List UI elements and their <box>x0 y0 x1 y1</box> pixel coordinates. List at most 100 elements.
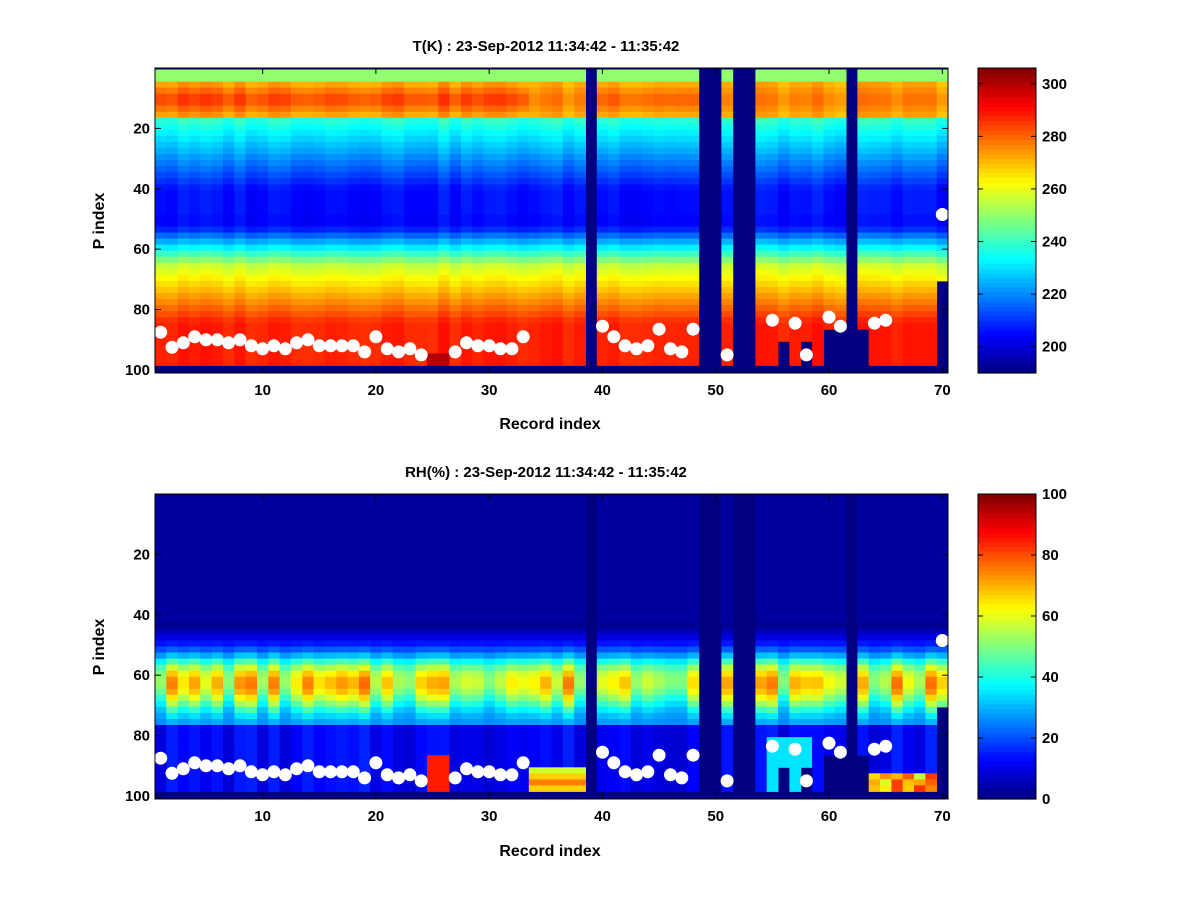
heatmap-cell <box>540 256 552 264</box>
heatmap-cell <box>902 129 915 137</box>
heatmap-cell <box>925 208 938 215</box>
heatmap-cell <box>687 99 700 107</box>
heatmap-cell <box>800 148 813 155</box>
heatmap-cell <box>540 543 552 551</box>
heatmap-cell <box>528 250 541 258</box>
heatmap-cell <box>812 323 824 330</box>
heatmap-cell <box>562 178 575 185</box>
heatmap-cell <box>506 779 518 786</box>
heatmap-cell <box>404 592 416 599</box>
heatmap-cell <box>336 202 349 209</box>
heatmap-cell <box>472 69 484 76</box>
heatmap-cell <box>234 69 247 76</box>
heatmap-cell <box>290 359 303 366</box>
heatmap-cell <box>608 220 620 227</box>
heatmap-cell <box>189 568 201 575</box>
heatmap-cell <box>415 610 428 617</box>
heatmap-cell <box>528 353 541 360</box>
heatmap-cell <box>562 268 575 276</box>
heatmap-cell <box>766 105 779 113</box>
heatmap-cell <box>404 622 416 629</box>
heatmap-cell <box>517 347 530 354</box>
heatmap-cell <box>438 731 450 738</box>
heatmap-cell <box>257 305 269 312</box>
heatmap-cell <box>268 190 281 197</box>
heatmap-cell <box>834 226 847 233</box>
heatmap-cell <box>313 555 326 563</box>
heatmap-cell <box>483 580 496 587</box>
heatmap-cell <box>902 341 915 348</box>
heatmap-cell <box>245 592 258 599</box>
heatmap-cell <box>540 311 552 318</box>
heatmap-cell <box>528 628 541 635</box>
heatmap-cell <box>562 129 575 137</box>
heatmap-cell <box>891 154 904 161</box>
heatmap-cell <box>279 574 292 581</box>
heatmap-cell <box>302 628 315 635</box>
heatmap-cell <box>155 262 167 270</box>
heatmap-cell <box>404 244 416 252</box>
heatmap-cell <box>245 250 258 258</box>
heatmap-cell <box>902 262 915 270</box>
heatmap-cell <box>268 664 281 672</box>
heatmap-cell <box>687 129 700 137</box>
heatmap-cell <box>494 81 507 89</box>
heatmap-cell <box>211 154 224 161</box>
heatmap-cell <box>166 495 179 502</box>
heatmap-cell <box>415 725 428 732</box>
heatmap-cell <box>358 172 371 179</box>
heatmap-cell <box>517 767 530 774</box>
heatmap-cell <box>494 694 507 702</box>
heatmap-cell <box>370 610 382 617</box>
heatmap-cell <box>200 676 213 684</box>
heatmap-cell <box>540 178 552 185</box>
heatmap-cell <box>857 268 870 276</box>
heatmap-cell <box>449 202 462 209</box>
heatmap-cell <box>608 232 620 240</box>
heatmap-cell <box>789 99 802 107</box>
heatmap-cell <box>347 706 360 714</box>
heatmap-cell <box>313 184 326 191</box>
heatmap-cell <box>324 178 337 185</box>
heatmap-cell <box>460 93 473 101</box>
heatmap-cell <box>778 299 790 306</box>
heatmap-cell <box>506 293 518 300</box>
heatmap-cell <box>812 135 824 143</box>
heatmap-cell <box>914 299 926 306</box>
heatmap-cell <box>155 353 167 360</box>
heatmap-cell <box>200 531 213 539</box>
heatmap-cell <box>347 335 360 342</box>
heatmap-cell <box>494 226 507 233</box>
heatmap-cell <box>449 238 462 246</box>
heatmap-cell <box>472 646 484 653</box>
heatmap-cell <box>494 220 507 227</box>
heatmap-cell <box>177 495 190 502</box>
heatmap-cell <box>268 117 281 125</box>
heatmap-cell <box>370 111 382 119</box>
colorbar-swatch <box>978 339 1036 346</box>
heatmap-cell <box>766 69 779 76</box>
heatmap-cell <box>211 616 224 623</box>
heatmap-cell <box>313 208 326 215</box>
heatmap-cell <box>245 779 258 786</box>
heatmap-cell <box>370 202 382 209</box>
heatmap-cell <box>800 238 813 246</box>
heatmap-cell <box>336 616 349 623</box>
heatmap-cell <box>257 196 269 203</box>
heatmap-cell <box>755 244 768 252</box>
heatmap-cell <box>823 123 836 131</box>
heatmap-cell <box>415 226 428 233</box>
heatmap-cell <box>902 305 915 312</box>
heatmap-cell <box>823 244 836 252</box>
heatmap-cell <box>279 646 292 653</box>
heatmap-cell <box>358 293 371 300</box>
heatmap-cell <box>472 335 484 342</box>
heatmap-cell <box>664 184 677 191</box>
heatmap-cell <box>517 220 530 227</box>
heatmap-cell <box>880 154 892 161</box>
heatmap-cell <box>166 160 179 167</box>
heatmap-cell <box>925 81 938 89</box>
heatmap-cell <box>596 178 609 185</box>
heatmap-cell <box>766 268 779 276</box>
heatmap-cell <box>574 286 586 294</box>
